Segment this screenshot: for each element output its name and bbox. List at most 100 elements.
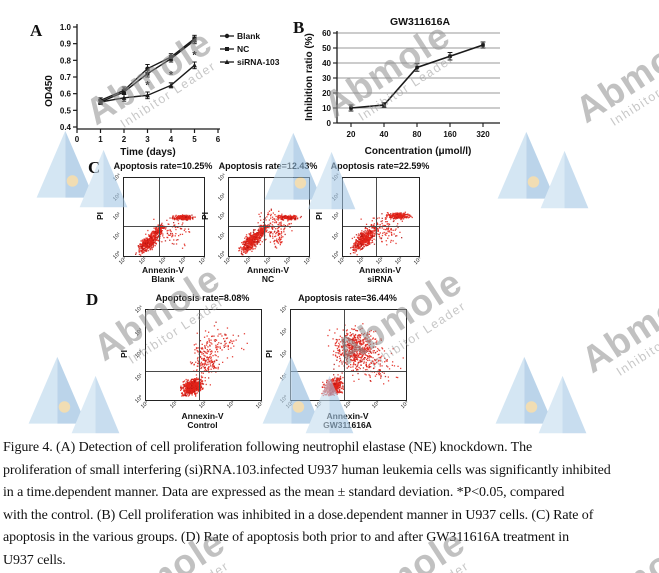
svg-text:GW311616A: GW311616A: [390, 16, 451, 28]
watermark-tagline: Inhibitor Leader: [607, 57, 659, 129]
svg-text:60: 60: [322, 29, 331, 38]
svg-text:40: 40: [380, 130, 389, 139]
svg-text:Blank: Blank: [237, 31, 260, 41]
svg-text:*: *: [192, 49, 197, 61]
group-label: NC: [261, 274, 275, 284]
quadrant-line-horizontal: [343, 226, 419, 228]
caption-line: U937 cells.: [3, 552, 66, 568]
svg-text:80: 80: [413, 130, 422, 139]
svg-text:0.6: 0.6: [60, 90, 72, 99]
x-axis-label: Annexin-V: [358, 265, 402, 275]
tick-label: 10¹: [279, 372, 289, 383]
y-axis-ticks: 10⁴ 10³ 10² 10¹ 10⁰: [275, 304, 289, 404]
tick-label: 10³: [134, 327, 144, 338]
scatter-dots: [321, 323, 404, 397]
x-axis-label: Annexin-V: [141, 265, 185, 275]
tick-label: 10²: [197, 400, 208, 410]
scatter-dots: [349, 211, 413, 256]
y-axis-ticks: 10⁴ 10³ 10² 10¹ 10⁰: [108, 172, 122, 260]
svg-text:siRNA-103: siRNA-103: [237, 57, 280, 67]
tick-label: 10²: [112, 211, 122, 222]
x-axis-ticks: 10⁰ 10¹ 10² 10³ 10⁴: [140, 400, 265, 411]
tick-label: 10²: [134, 349, 144, 360]
y-axis-label: PI: [95, 211, 106, 221]
svg-text:0.8: 0.8: [60, 56, 72, 65]
group-label: siRNA: [367, 274, 393, 284]
svg-text:NC: NC: [237, 44, 249, 54]
scatter-box: [145, 309, 262, 401]
panel-label-b: B: [293, 18, 305, 37]
x-axis-label: Annexin-V: [246, 265, 290, 275]
panel-a-proliferation-chart: 0.4 0.5 0.6 0.7 0.8 0.9 1.0 0 1 2 3 4 5 6 Time (days) O…: [44, 23, 280, 158]
quadrant-line-horizontal: [124, 226, 204, 228]
tick-label: 10¹: [168, 400, 179, 410]
svg-text:*: *: [145, 79, 150, 91]
panel-label-d: D: [86, 290, 99, 309]
flow-plot-control: Apoptosis rate=8.08% PI 10⁴ 10³ 10² 10¹ 10⁰ …: [117, 293, 288, 433]
quadrant-line-vertical: [264, 178, 266, 256]
svg-text:0: 0: [327, 119, 332, 128]
flow-plot-blank: Apoptosis rate=10.25% PI 10⁴ 10³ 10² 10¹ 10⁰…: [95, 161, 231, 286]
y-axis-label: PI: [314, 211, 325, 221]
quadrant-line-vertical: [343, 310, 345, 400]
group-label: Blank: [151, 274, 175, 284]
svg-text:Inhibition ratio (%): Inhibition ratio (%): [304, 33, 315, 121]
y-axis-label: PI: [119, 349, 130, 359]
y-axis-ticks: 10⁴ 10³ 10² 10¹ 10⁰: [327, 172, 341, 260]
scatter-box: [123, 177, 205, 257]
tick-label: 10¹: [134, 372, 144, 383]
abmole-logo-icon: [20, 352, 128, 438]
x-axis-ticks: 10⁰ 10¹ 10² 10³ 10⁴: [285, 400, 410, 411]
tick-label: 10³: [112, 192, 122, 203]
svg-text:0.7: 0.7: [60, 73, 72, 82]
svg-text:0.5: 0.5: [60, 106, 72, 115]
svg-text:40: 40: [322, 59, 331, 68]
svg-text:160: 160: [443, 130, 457, 139]
caption-line: proliferation of small interfering (si)R…: [3, 462, 611, 478]
scatter-box: [290, 309, 407, 401]
svg-text:1.0: 1.0: [60, 23, 72, 32]
quadrant-line-horizontal: [229, 226, 309, 228]
y-axis-label: PI: [264, 349, 275, 359]
caption-line: with the control. (B) Cell proliferation…: [3, 507, 594, 523]
x-axis-label: Annexin-V: [181, 411, 224, 421]
watermark-brand: Abmole: [568, 19, 659, 131]
tick-label: 10²: [217, 211, 227, 222]
svg-text:10: 10: [322, 104, 331, 113]
group-label: GW311616A: [323, 420, 372, 430]
svg-text:0.9: 0.9: [60, 40, 72, 49]
tick-label: 10¹: [112, 231, 122, 242]
quadrant-line-horizontal: [291, 371, 406, 373]
tick-label: 10³: [226, 400, 237, 410]
svg-text:Concentration (μmol/l): Concentration (μmol/l): [365, 146, 472, 157]
svg-text:30: 30: [322, 74, 331, 83]
tick-label: 10²: [279, 349, 289, 360]
svg-text:20: 20: [322, 89, 331, 98]
tick-label: 10³: [371, 400, 382, 410]
panel-label-a: A: [30, 21, 43, 40]
apoptosis-rate-title: Apoptosis rate=8.08%: [155, 293, 250, 303]
quadrant-line-vertical: [159, 178, 161, 256]
svg-text:*: *: [169, 69, 174, 81]
quadrant-line-vertical: [198, 310, 200, 400]
tick-label: 10⁴: [399, 399, 411, 411]
tick-label: 10⁴: [330, 172, 341, 183]
svg-text:6: 6: [216, 135, 221, 144]
tick-label: 10²: [342, 400, 353, 410]
apoptosis-rate-title: Apoptosis rate=22.59%: [330, 161, 430, 171]
y-axis-ticks: 10⁴ 10³ 10² 10¹ 10⁰: [130, 304, 144, 404]
watermark-tagline: Inhibitor Leader: [613, 307, 659, 379]
quadrant-line-horizontal: [146, 371, 261, 373]
svg-text:0: 0: [75, 135, 80, 144]
svg-text:3: 3: [145, 135, 150, 144]
tick-label: 10¹: [313, 400, 324, 410]
group-label: Control: [187, 420, 218, 430]
panel-b-inhibition-chart: GW311616A 0 10 20 30 40 50 60 20 40 80 160 320 Concen…: [304, 16, 500, 157]
flow-plot-sirna: Apoptosis rate=22.59% PI 10⁴ 10³ 10² 10¹ 10⁰…: [314, 161, 446, 286]
svg-text:1: 1: [98, 135, 103, 144]
y-axis-label: PI: [200, 211, 211, 221]
tick-label: 10³: [331, 192, 341, 203]
caption-line: Figure 4. (A) Detection of cell prolifer…: [3, 440, 533, 455]
